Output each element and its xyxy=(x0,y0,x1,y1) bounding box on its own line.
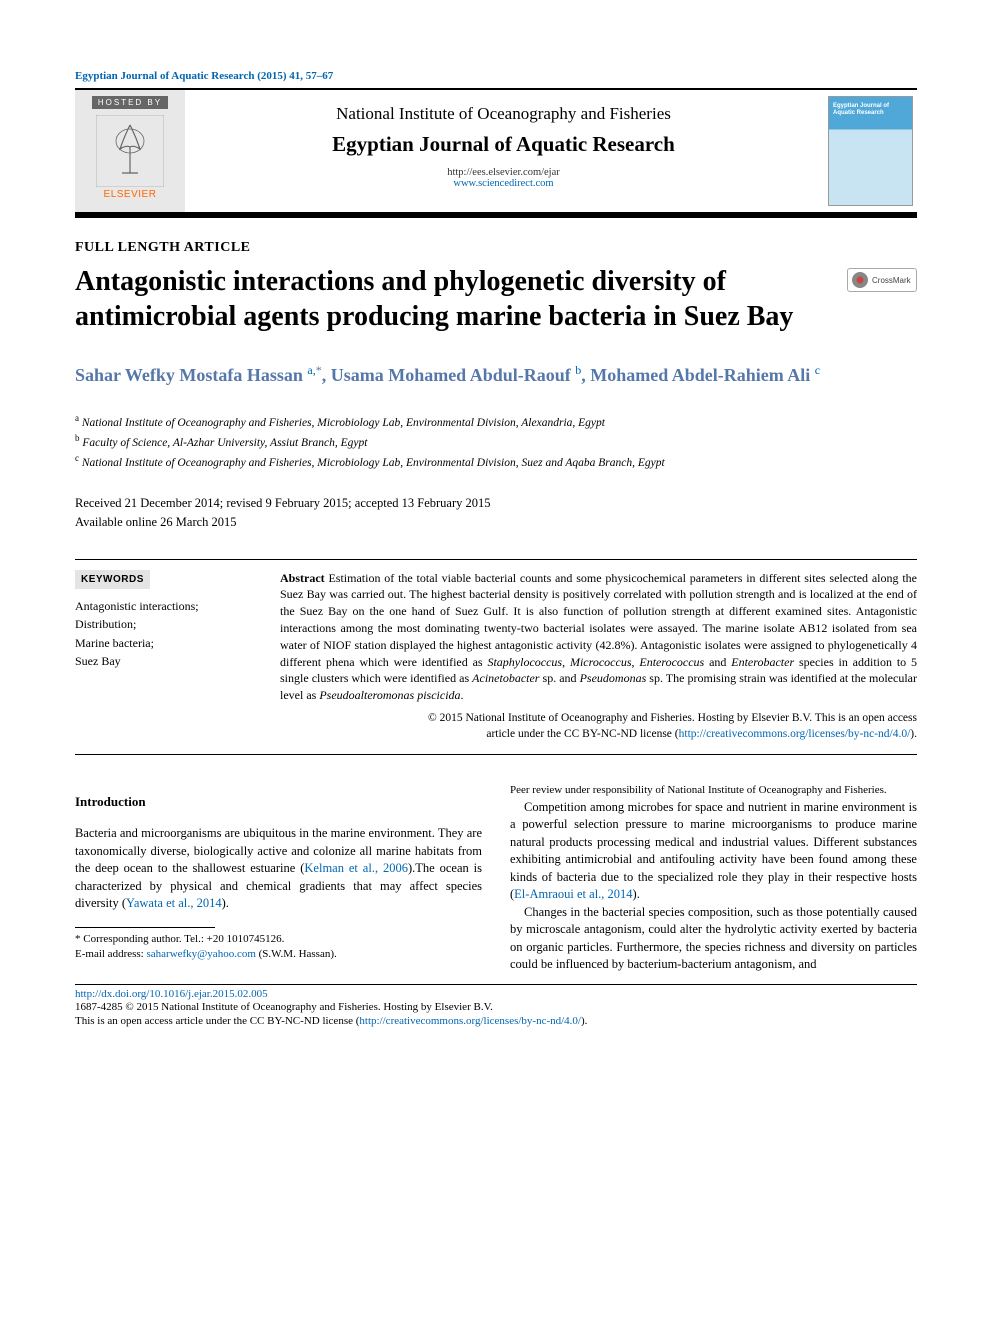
license-line: This is an open access article under the… xyxy=(75,1014,917,1029)
footnote-rule xyxy=(75,927,215,928)
author-3-aff[interactable]: c xyxy=(815,363,820,377)
crossmark-badge[interactable]: CrossMark xyxy=(847,268,917,292)
keywords-column: KEYWORDS Antagonistic interactions; Dist… xyxy=(75,570,250,671)
crossmark-label: CrossMark xyxy=(872,276,911,285)
body-columns: Introduction Bacteria and microorganisms… xyxy=(75,783,917,973)
institute-name: National Institute of Oceanography and F… xyxy=(195,104,812,124)
email-link[interactable]: saharwefky@yahoo.com xyxy=(146,948,255,960)
masthead: HOSTED BY ELSEVIER National Institute of… xyxy=(75,90,917,218)
authors: Sahar Wefky Mostafa Hassan a,*, Usama Mo… xyxy=(75,362,917,388)
abstract-block: KEYWORDS Antagonistic interactions; Dist… xyxy=(75,559,917,756)
bottom-rule xyxy=(75,984,917,985)
species-7: Pseudoalteromonas piscicida xyxy=(319,688,460,702)
cc-license-link[interactable]: http://creativecommons.org/licenses/by-n… xyxy=(679,728,911,740)
cover-thumbnail: Egyptian Journal of Aquatic Research xyxy=(822,90,917,212)
species-6: Pseudomonas xyxy=(580,671,647,685)
peer-review-note: Peer review under responsibility of Nati… xyxy=(510,783,917,798)
doi-link[interactable]: http://dx.doi.org/10.1016/j.ejar.2015.02… xyxy=(75,988,917,1000)
affiliation-a: National Institute of Oceanography and F… xyxy=(82,417,605,429)
affiliation-b: Faculty of Science, Al-Azhar University,… xyxy=(82,437,367,449)
keyword-2: Distribution; xyxy=(75,615,250,634)
issn-line: 1687-4285 © 2015 National Institute of O… xyxy=(75,1000,917,1015)
cover-thumb-title: Egyptian Journal of Aquatic Research xyxy=(829,97,912,123)
dates-received: Received 21 December 2014; revised 9 Feb… xyxy=(75,494,917,512)
abstract-copyright: © 2015 National Institute of Oceanograph… xyxy=(280,710,917,742)
species-5: Acinetobacter xyxy=(472,671,539,685)
para-1: Bacteria and microorganisms are ubiquito… xyxy=(75,825,482,913)
species-3: Enterococcus xyxy=(639,655,704,669)
elsevier-name: ELSEVIER xyxy=(104,189,157,200)
abstract-label: Abstract xyxy=(280,571,325,585)
intro-heading: Introduction xyxy=(75,793,482,811)
keyword-4: Suez Bay xyxy=(75,652,250,671)
keywords-list: Antagonistic interactions; Distribution;… xyxy=(75,597,250,671)
article-dates: Received 21 December 2014; revised 9 Feb… xyxy=(75,494,917,530)
species-4: Enterobacter xyxy=(731,655,794,669)
para-2: Competition among microbes for space and… xyxy=(510,799,917,904)
author-2: Usama Mohamed Abdul-Raouf xyxy=(331,365,576,385)
keyword-3: Marine bacteria; xyxy=(75,634,250,653)
title-row: Antagonistic interactions and phylogenet… xyxy=(75,264,917,334)
dates-online: Available online 26 March 2015 xyxy=(75,513,917,531)
elsevier-logo-icon xyxy=(96,115,164,187)
journal-name: Egyptian Journal of Aquatic Research xyxy=(195,132,812,157)
corresponding-author: * Corresponding author. Tel.: +20 101074… xyxy=(75,932,482,947)
hosted-by-label: HOSTED BY xyxy=(92,96,168,109)
author-3: Mohamed Abdel-Rahiem Ali xyxy=(590,365,815,385)
crossmark-icon xyxy=(852,272,868,288)
abstract-column: Abstract Estimation of the total viable … xyxy=(280,570,917,743)
cc-license-link-bottom[interactable]: http://creativecommons.org/licenses/by-n… xyxy=(359,1015,581,1027)
affiliations: a National Institute of Oceanography and… xyxy=(75,412,917,472)
species-1: Staphylococcus xyxy=(487,655,562,669)
citation-elamraoui[interactable]: El-Amraoui et al., 2014 xyxy=(514,887,632,901)
masthead-center: National Institute of Oceanography and F… xyxy=(185,90,822,212)
author-1: Sahar Wefky Mostafa Hassan xyxy=(75,365,307,385)
species-2: Micrococcus xyxy=(570,655,632,669)
journal-url-1[interactable]: http://ees.elsevier.com/ejar xyxy=(195,167,812,178)
keyword-1: Antagonistic interactions; xyxy=(75,597,250,616)
para-3: Changes in the bacterial species composi… xyxy=(510,904,917,974)
author-1-aff[interactable]: a, xyxy=(307,363,315,377)
keywords-head: KEYWORDS xyxy=(75,570,150,589)
citation-yawata[interactable]: Yawata et al., 2014 xyxy=(126,896,222,910)
article-type: FULL LENGTH ARTICLE xyxy=(75,240,917,256)
citation-kelman[interactable]: Kelman et al., 2006 xyxy=(304,861,408,875)
hosted-by-box: HOSTED BY ELSEVIER xyxy=(75,90,185,212)
affiliation-c: National Institute of Oceanography and F… xyxy=(82,457,665,469)
journal-url-2[interactable]: www.sciencedirect.com xyxy=(195,178,812,189)
article-title: Antagonistic interactions and phylogenet… xyxy=(75,264,833,334)
running-head: Egyptian Journal of Aquatic Research (20… xyxy=(75,70,917,82)
email-footnote: E-mail address: saharwefky@yahoo.com (S.… xyxy=(75,947,482,962)
